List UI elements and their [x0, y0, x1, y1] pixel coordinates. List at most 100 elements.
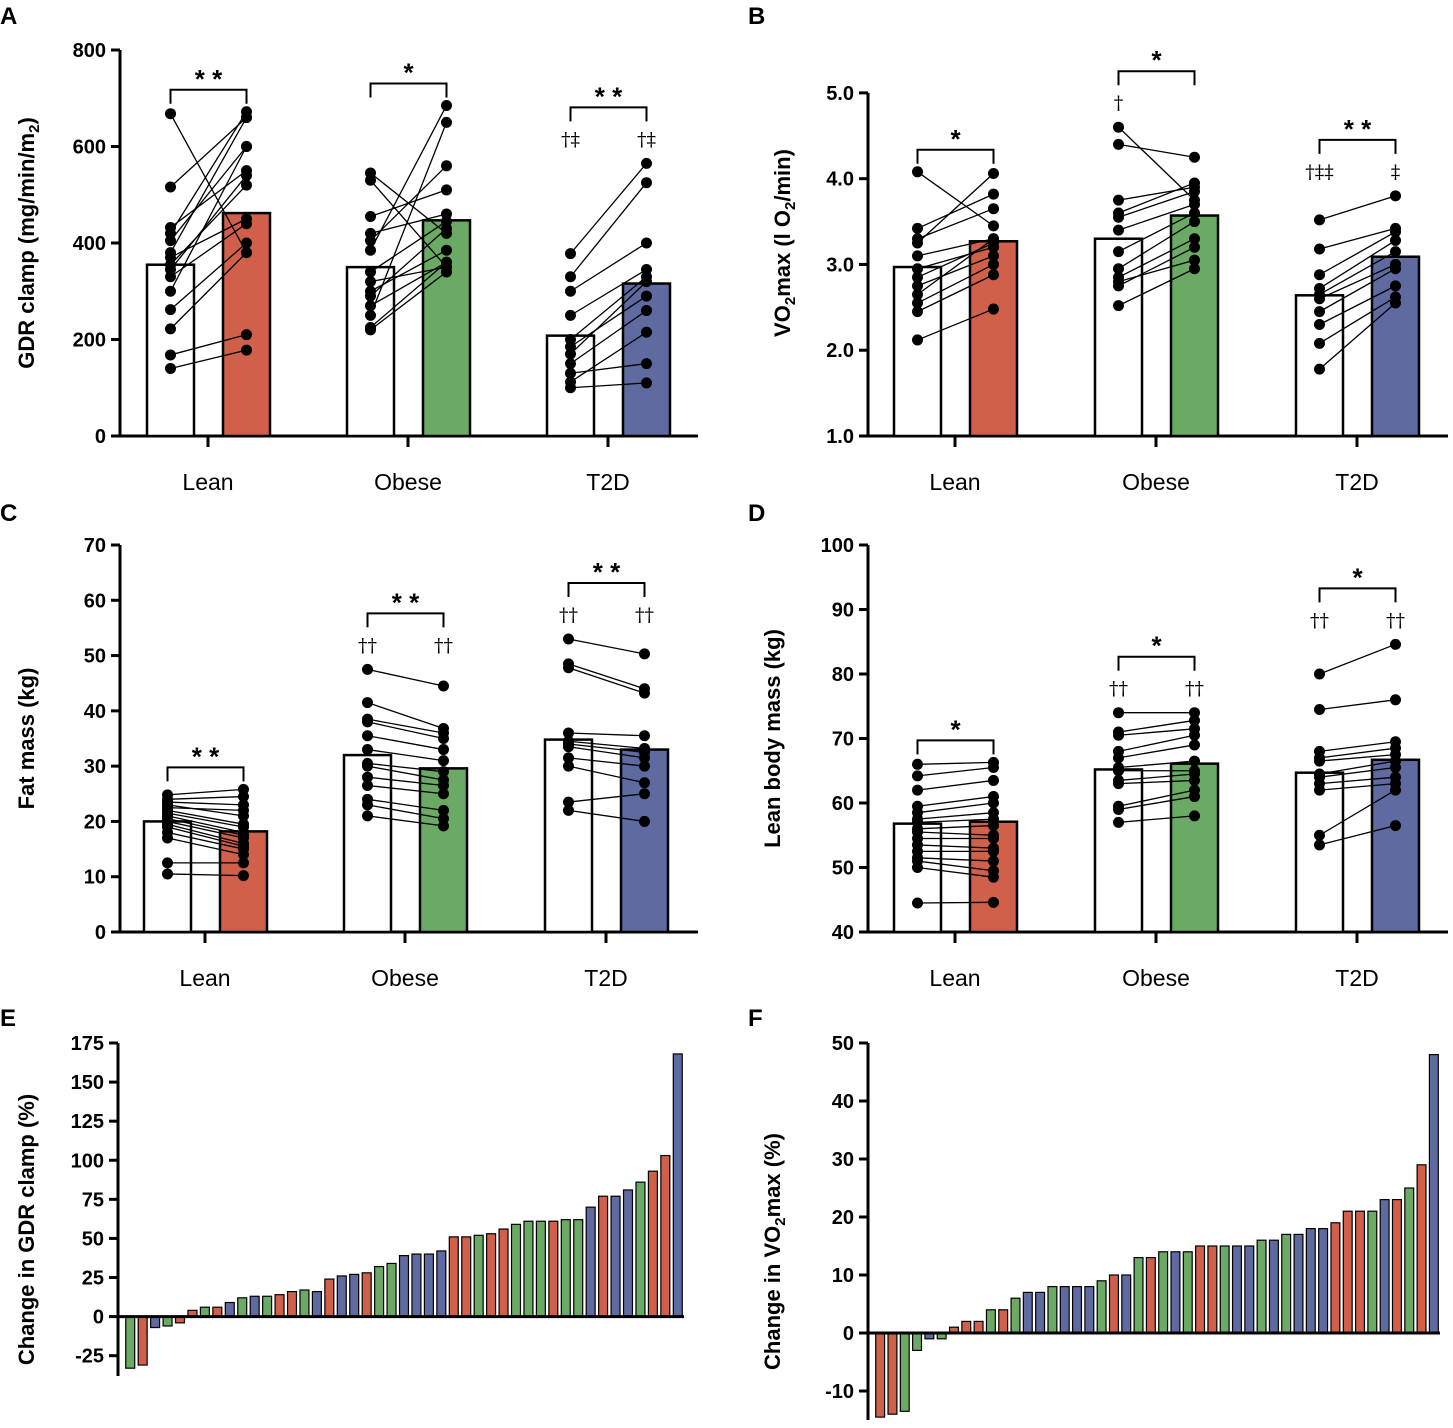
- pair-line: [167, 818, 244, 836]
- significance-bracket: [1117, 70, 1196, 86]
- pair-line: [170, 242, 247, 311]
- pair-line: [1319, 699, 1396, 711]
- change-bar: [436, 1250, 447, 1318]
- point-pre: [912, 862, 923, 873]
- change-bar: [1428, 1053, 1439, 1334]
- pair-line: [568, 757, 645, 767]
- change-bar: [1391, 1198, 1402, 1334]
- group-t2d: * †† ††: [1294, 562, 1421, 934]
- pair-line: [568, 793, 645, 803]
- group-obese: *†: [1093, 45, 1220, 438]
- significance-stars: * *: [392, 587, 420, 617]
- y-tick-label: 40: [84, 701, 106, 723]
- dagger-pre: †‡: [561, 128, 580, 150]
- y-tick-label: 0: [843, 1323, 854, 1345]
- point-pre: [563, 804, 574, 816]
- y-tick-label: 70: [832, 729, 854, 751]
- pair-line: [1319, 296, 1396, 344]
- change-bar: [1404, 1187, 1415, 1334]
- y-tick-label: 50: [832, 1033, 854, 1055]
- bar-pre: [1093, 768, 1144, 934]
- point-post: [988, 220, 999, 232]
- pair-line: [917, 860, 994, 872]
- pair-line: [1118, 773, 1195, 782]
- y-tick-label: 10: [84, 867, 106, 889]
- point-pre: [362, 663, 373, 675]
- pair-line: [367, 798, 444, 812]
- point-post: [1189, 177, 1200, 189]
- axis-title-part: Lean body mass (kg): [760, 629, 785, 848]
- pair-line: [1118, 203, 1195, 231]
- axis-title-part: VO: [770, 305, 795, 337]
- x-tick-label: Lean: [929, 469, 980, 495]
- point-post: [1189, 714, 1200, 726]
- pair-line: [167, 809, 244, 825]
- point-post: [1189, 186, 1200, 198]
- point-post: [441, 99, 452, 111]
- point-pre: [365, 235, 376, 247]
- change-bar: [374, 1265, 385, 1318]
- significance-stars: * *: [1344, 114, 1372, 144]
- pair-line: [1118, 728, 1195, 736]
- pair-line: [917, 238, 994, 257]
- pair-line: [370, 271, 447, 331]
- change-bar: [224, 1301, 235, 1318]
- point-post: [1390, 234, 1401, 246]
- point-post: [441, 244, 452, 256]
- point-pre: [362, 730, 373, 742]
- pair-line: [370, 220, 447, 273]
- change-bar: [1318, 1227, 1329, 1334]
- point-pre: [365, 324, 376, 336]
- significance-bracket: [916, 148, 995, 164]
- pair-line: [568, 765, 645, 784]
- point-pre: [1314, 306, 1325, 318]
- point-pre: [912, 297, 923, 309]
- point-post: [441, 184, 452, 196]
- point-post: [1189, 151, 1200, 163]
- change-bar: [1330, 1222, 1341, 1334]
- point-pre: [1113, 707, 1124, 719]
- panel-letter: D: [748, 500, 765, 527]
- pair-line: [169, 117, 248, 253]
- y-tick-label: 1.0: [826, 426, 854, 448]
- pair-line: [1319, 231, 1396, 276]
- change-bar: [1071, 1285, 1083, 1334]
- point-post: [988, 168, 999, 180]
- x-tick-label: Lean: [182, 469, 233, 495]
- pair-line: [367, 748, 444, 762]
- point-post: [1189, 233, 1200, 245]
- pair-line: [167, 815, 244, 834]
- point-post: [438, 779, 449, 791]
- significance-bracket: [369, 82, 448, 98]
- pair-line: [370, 213, 447, 234]
- pair-line: [367, 718, 444, 734]
- axis-title-part: Fat mass (kg): [14, 668, 39, 810]
- pair-line: [170, 184, 247, 266]
- change-bar: [548, 1220, 559, 1318]
- point-post: [988, 871, 999, 883]
- point-post: [639, 760, 650, 772]
- pair-line: [917, 208, 994, 240]
- change-bar: [887, 1332, 898, 1415]
- pair-line: [917, 238, 994, 295]
- change-bar: [137, 1315, 148, 1366]
- significance-stars: *: [403, 57, 414, 87]
- significance-stars: *: [1352, 562, 1363, 592]
- point-post: [639, 648, 650, 660]
- y-tick-label: 0: [95, 922, 106, 944]
- pair-line: [367, 721, 444, 740]
- pair-line: [1319, 643, 1396, 675]
- pair-line: [1319, 239, 1396, 290]
- pair-line: [367, 765, 444, 781]
- pair-line: [1319, 776, 1396, 785]
- change-bar: [1367, 1210, 1378, 1334]
- point-post: [1189, 755, 1200, 767]
- point-pre: [162, 832, 173, 844]
- change-bar: [411, 1253, 422, 1318]
- point-pre: [1113, 246, 1124, 258]
- pair-line: [917, 802, 994, 814]
- change-bar: [1281, 1233, 1292, 1334]
- change-bar: [573, 1219, 584, 1318]
- significance-bracket: [916, 739, 995, 755]
- pair-line: [917, 274, 994, 313]
